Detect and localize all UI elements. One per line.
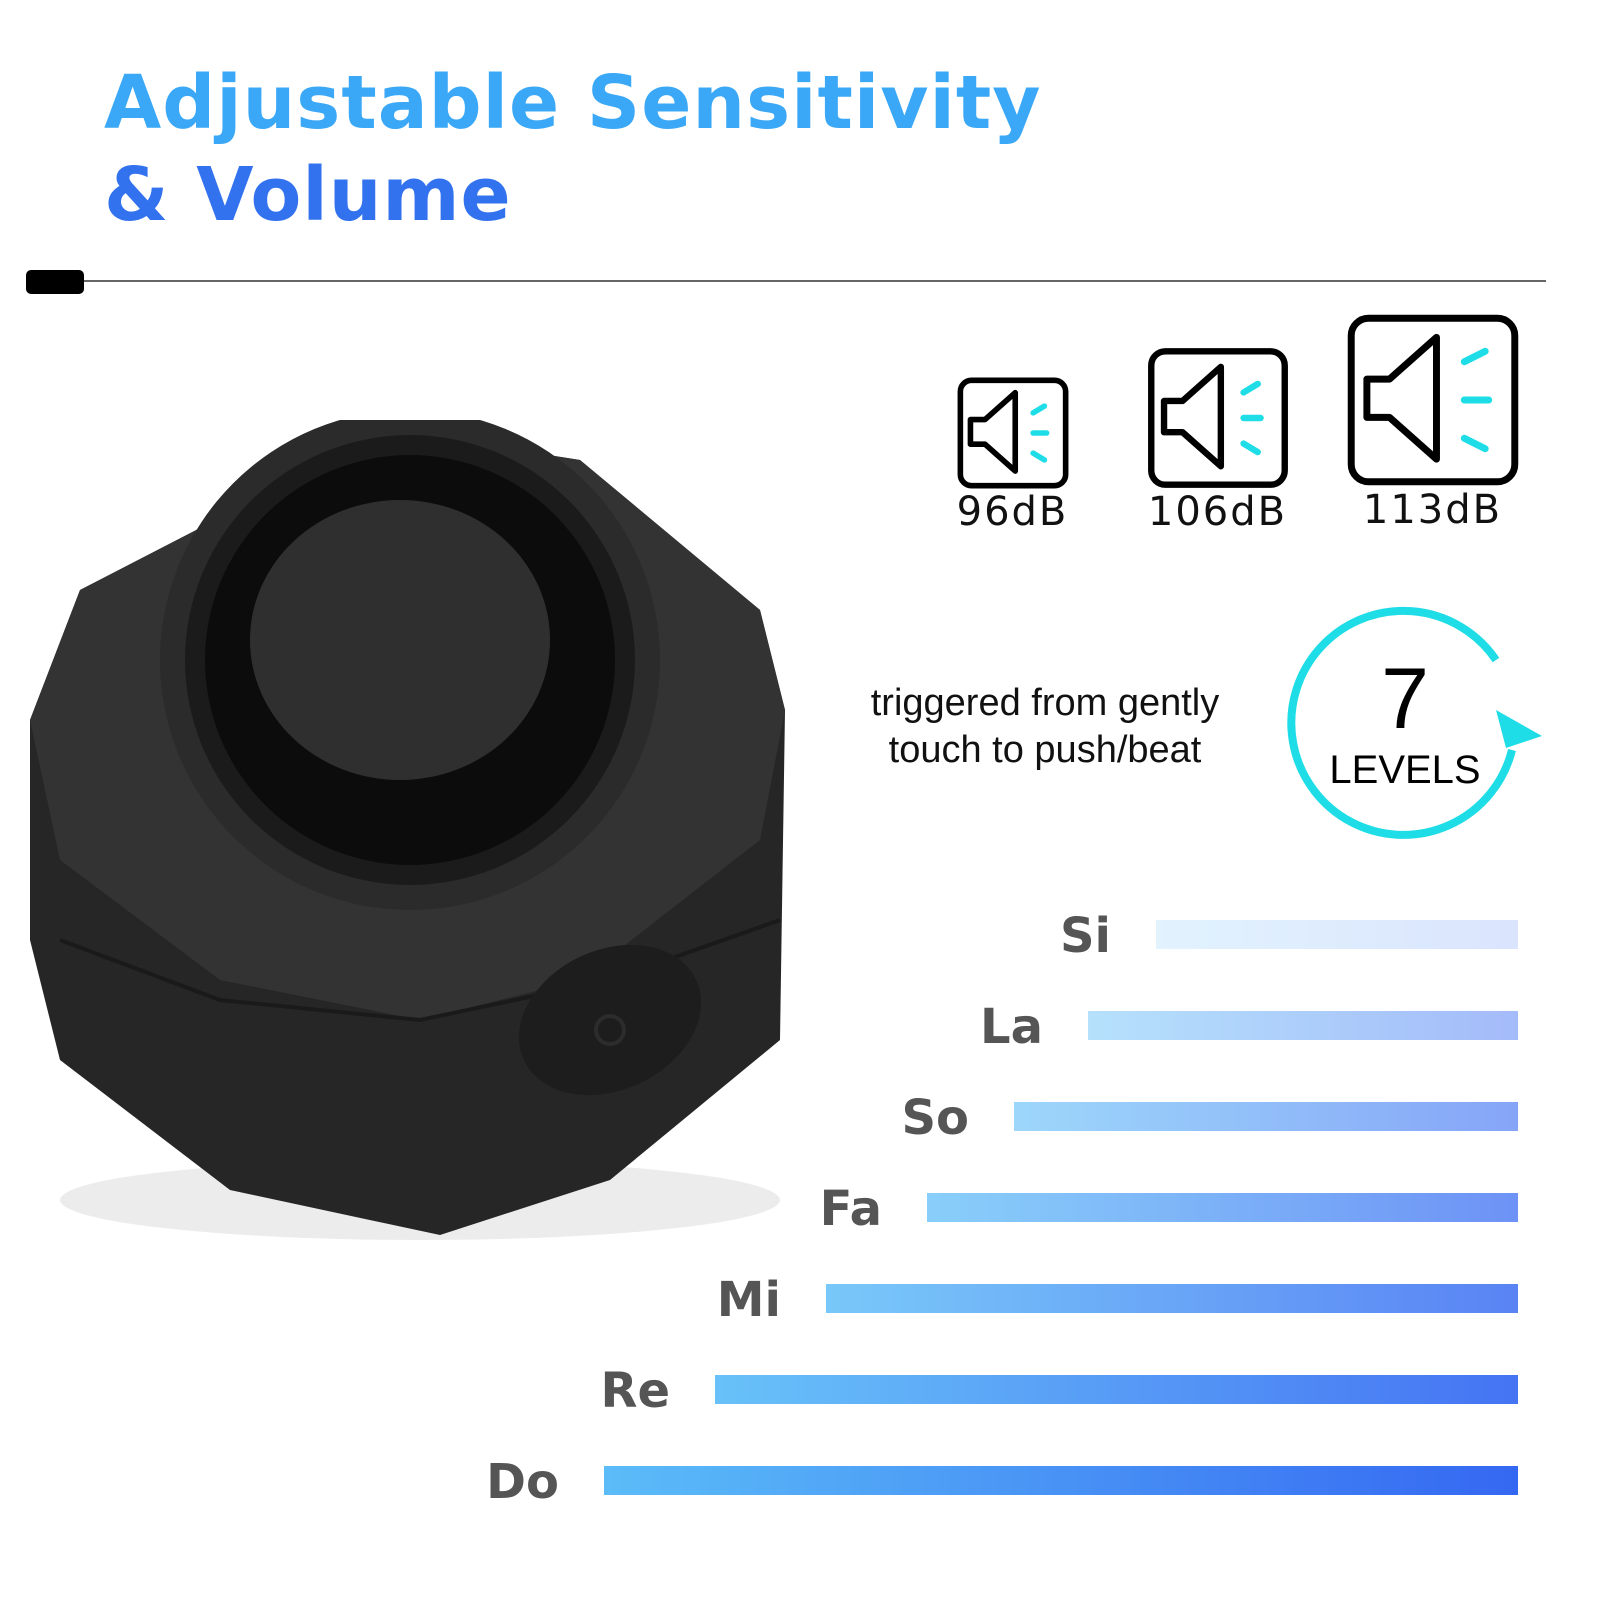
divider-line: [84, 280, 1546, 282]
tone-bar-mi: [826, 1284, 1518, 1313]
tone-bar-la: [1088, 1011, 1518, 1040]
levels-label: LEVELS: [1329, 748, 1481, 792]
speaker-icon: [1347, 314, 1518, 486]
sensitivity-description: triggered from gently touch to push/beat: [820, 680, 1270, 774]
speaker-icon: [957, 377, 1068, 489]
tone-bar-do: [604, 1466, 1518, 1495]
description-line-2: touch to push/beat: [888, 729, 1202, 771]
tone-label-si: Si: [1059, 908, 1111, 964]
tone-bar-re: [715, 1375, 1518, 1404]
speaker-icon: [1147, 348, 1288, 488]
tone-bar-fa: [927, 1193, 1518, 1222]
tone-label-re: Re: [600, 1363, 670, 1419]
tone-label-mi: Mi: [716, 1272, 781, 1328]
volume-label: 106dB: [1147, 489, 1288, 535]
divider-marker: [26, 270, 84, 294]
volume-label: 113dB: [1362, 487, 1503, 533]
tone-bar-so: [1014, 1102, 1518, 1131]
volume-level-96db: 96dB: [955, 377, 1070, 535]
tone-label-so: So: [901, 1090, 969, 1146]
levels-number: 7: [1381, 651, 1429, 747]
title-line-2: & Volume: [104, 152, 512, 238]
tone-label-la: La: [980, 999, 1043, 1055]
alarm-device-image: [30, 420, 785, 1240]
tone-bar-si: [1156, 920, 1518, 949]
volume-level-106db: 106dB: [1145, 347, 1290, 535]
volume-level-113db: 113dB: [1345, 313, 1520, 533]
description-line-1: triggered from gently: [870, 682, 1220, 724]
tone-label-fa: Fa: [819, 1181, 882, 1237]
title-line-1: Adjustable Sensitivity: [104, 60, 1042, 146]
cycle-arrow-icon: [1287, 606, 1542, 839]
volume-label: 96dB: [956, 489, 1069, 535]
tone-label-do: Do: [486, 1454, 559, 1510]
